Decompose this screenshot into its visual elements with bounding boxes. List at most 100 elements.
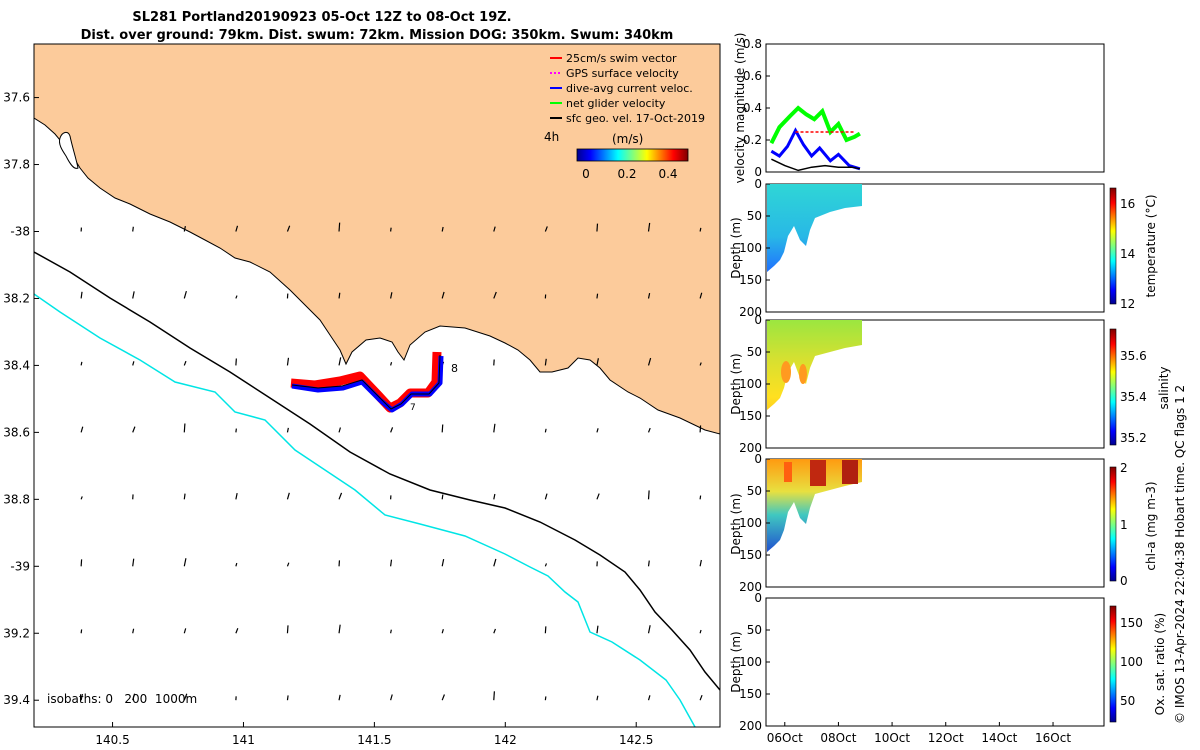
surface-velocity-arrow — [235, 492, 238, 500]
surface-velocity-arrow — [647, 427, 651, 433]
temperature-cbar-tick-0: 16 — [1120, 197, 1135, 211]
surface-velocity-arrow — [183, 693, 188, 701]
surface-velocity-arrow — [132, 426, 136, 433]
isobath-1000m — [34, 293, 696, 727]
depth-tick-label: 150 — [739, 548, 762, 562]
surface-velocity-arrow — [80, 426, 84, 433]
salinity-cbar-tick-2: 35.2 — [1120, 431, 1147, 445]
velocity-y-tick-label: 0 — [754, 165, 762, 179]
map-y-tick-label: 38.4 — [3, 358, 30, 372]
surface-velocity-arrow — [80, 291, 83, 299]
velocity-vector-field — [80, 222, 703, 701]
surface-velocity-arrow — [647, 490, 650, 500]
surface-velocity-arrow — [544, 493, 548, 500]
surface-velocity-arrow — [493, 691, 495, 701]
salinity-patch-2 — [799, 364, 807, 384]
salinity-panel: Depth (m) 35.6 35.4 35.2 salinity — [729, 319, 1171, 449]
oxygen-panel: Depth (m) 150 100 50 Ox. sat. ratio (%) — [729, 597, 1167, 727]
time-tick-label: 10Oct — [874, 731, 910, 745]
surface-velocity-arrow — [493, 558, 497, 567]
map-y-tick-label: 37.8 — [3, 158, 30, 172]
surface-velocity-arrow — [390, 427, 394, 433]
depth-tick-label: 200 — [739, 580, 762, 594]
salinity-colorbar — [1109, 328, 1117, 446]
surface-velocity-arrow — [596, 428, 599, 433]
surface-velocity-arrow — [596, 293, 599, 299]
map-legend: 25cm/s swim vector GPS surface velocity di… — [544, 52, 705, 181]
surface-velocity-arrow — [286, 695, 289, 701]
surface-velocity-arrow — [493, 628, 497, 634]
depth-tick-label: 100 — [739, 377, 762, 391]
surface-velocity-arrow — [132, 226, 134, 232]
velocity-y-tick-label: 0.6 — [743, 69, 762, 83]
surface-velocity-arrow — [390, 559, 393, 567]
surface-velocity-arrow — [338, 222, 341, 232]
map-frame — [33, 43, 721, 728]
oxygen-colorbar — [1109, 605, 1117, 723]
map-y-tick-label: 37.6 — [3, 91, 30, 105]
oxygen-cbar-tick-0: 150 — [1120, 616, 1143, 630]
map-y-tick-label: 38.6 — [3, 425, 30, 439]
temperature-ylabel: Depth (m) — [729, 217, 743, 278]
net-glider-track — [291, 354, 441, 410]
surface-velocity-arrow — [132, 693, 136, 701]
map-panel: 8 7 140.5 141 141.5 142 142.5 37.6 37.8 -38 38.… — [3, 43, 721, 747]
map-x-tick-label: 141.5 — [357, 733, 391, 747]
surface-velocity-arrow — [596, 625, 599, 634]
depth-tick-label: 0 — [754, 313, 762, 327]
surface-velocity-arrow — [183, 290, 187, 299]
temperature-panel: Depth (m) 16 14 12 temperature (°C) — [729, 183, 1158, 313]
salinity-cbar-label: salinity — [1157, 366, 1171, 409]
velocity-ylabel: velocity magnitude (m/s) — [733, 33, 747, 184]
land-mass — [34, 44, 720, 435]
chla-cbar-tick-0: 2 — [1120, 461, 1128, 475]
surface-velocity-arrow — [699, 495, 702, 500]
velocity-y-ticks: 0.8 0.6 0.4 0.2 0 — [743, 37, 770, 179]
legend-entry: dive-avg current veloc. — [566, 82, 693, 95]
surface-velocity-arrow — [286, 357, 290, 366]
chla-cbar-tick-2: 0 — [1120, 574, 1128, 588]
depth-tick-label: 0 — [754, 452, 762, 466]
surface-velocity-arrow — [183, 493, 186, 500]
chart-title-line2: Dist. over ground: 79km. Dist. swum: 72k… — [81, 28, 674, 43]
surface-velocity-arrow — [235, 428, 237, 433]
surface-velocity-arrow — [183, 423, 186, 433]
legend-entry: 25cm/s swim vector — [566, 52, 677, 65]
surface-velocity-arrow — [132, 361, 135, 366]
surface-velocity-arrow — [183, 558, 187, 567]
depth-tick-label: 200 — [739, 305, 762, 319]
surface-velocity-arrow — [183, 360, 187, 366]
map-y-tick-label: 39.4 — [3, 693, 30, 707]
chla-bloom-1 — [810, 460, 826, 486]
surface-velocity-arrow — [596, 695, 599, 701]
temperature-section — [767, 184, 862, 272]
surface-velocity-arrow — [647, 625, 651, 634]
chla-section — [767, 459, 862, 552]
surface-velocity-arrow — [647, 357, 652, 366]
surface-velocity-arrow — [390, 227, 392, 232]
velocity-series-line — [770, 127, 861, 171]
surface-velocity-arrow — [699, 362, 702, 366]
dive-avg-track — [291, 355, 444, 413]
depth-tick-label: 0 — [754, 591, 762, 605]
time-tick-label: 14Oct — [981, 731, 1017, 745]
temperature-cbar-label: temperature (°C) — [1144, 195, 1158, 298]
surface-velocity-arrow — [699, 227, 702, 232]
isobaths-label: isobaths: 0 200 1000m — [47, 692, 197, 706]
surface-velocity-arrow — [441, 226, 444, 232]
surface-velocity-arrow — [338, 624, 341, 634]
surface-velocity-arrow — [286, 225, 291, 232]
surface-velocity-arrow — [441, 494, 444, 500]
map-x-tick-label: 141 — [232, 733, 255, 747]
island — [59, 131, 79, 169]
depth-tick-label: 200 — [739, 719, 762, 733]
surface-velocity-arrow — [493, 493, 496, 500]
surface-velocity-arrow — [132, 558, 135, 567]
chla-ylabel: Depth (m) — [729, 493, 743, 554]
temperature-colorbar — [1109, 187, 1117, 305]
depth-tick-label: 100 — [739, 241, 762, 255]
speed-cbar-tick-1: 0.2 — [617, 167, 636, 181]
depth-tick-label: 50 — [747, 345, 762, 359]
surface-velocity-arrow — [699, 629, 702, 634]
isobath-200m — [34, 251, 720, 691]
